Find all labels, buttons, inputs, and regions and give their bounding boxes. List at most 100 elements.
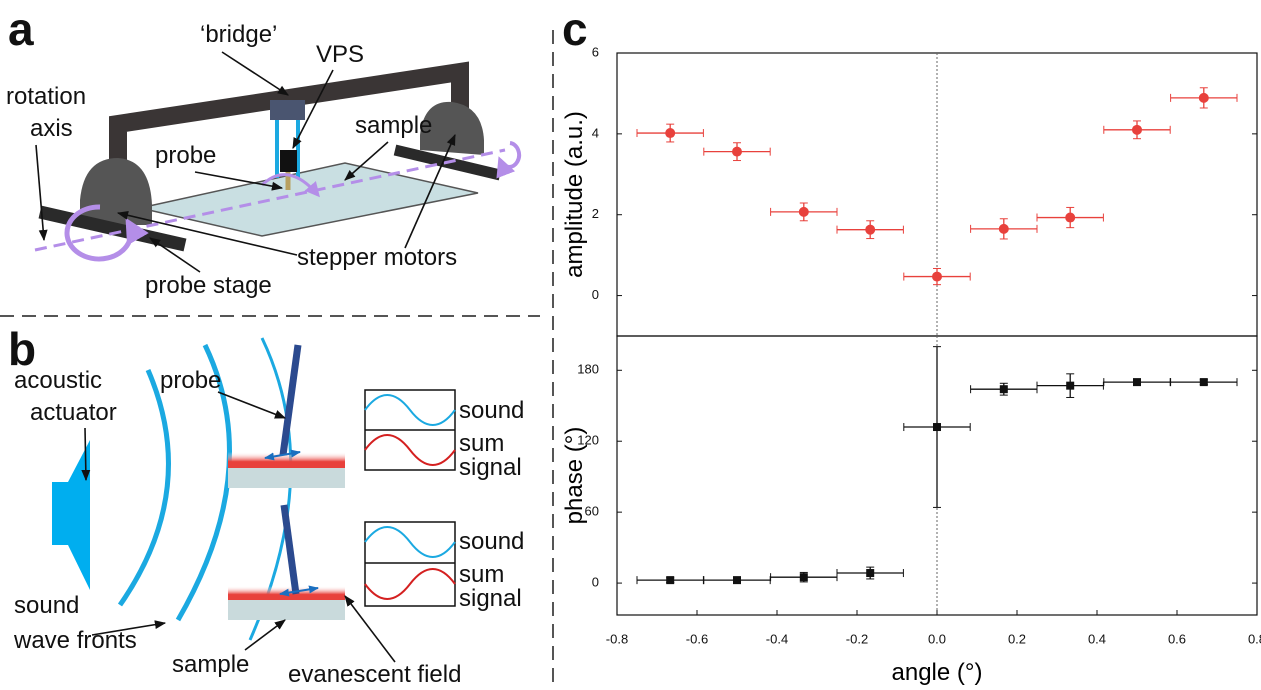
point [798,206,809,217]
x-tick-label: 0.8 [1248,631,1261,646]
pointer [292,69,334,149]
vps [280,150,297,172]
panel-c: 0 2 4 6 amplitude (a.u.) 0 60 120 180 -0.8 -0.6 -0.… [561,44,1261,686]
y-tick-label: 0 [592,287,599,302]
pointer [217,391,287,419]
y-axis-label: phase (°) [561,427,588,525]
pointer [116,210,298,256]
label: sample [355,112,432,139]
point [1066,381,1075,390]
point [666,576,675,585]
pointer [81,427,91,482]
signal-box [364,521,456,607]
label: sound [459,528,524,555]
label: signal [459,585,522,612]
panel-letter: c [562,3,588,55]
sample [228,600,345,620]
label: actuator [30,399,117,426]
label: rotation [6,83,86,110]
point [665,128,676,139]
pointer [404,133,456,249]
label: probe [155,142,216,169]
x-tick-label: 0.2 [1008,631,1026,646]
actuator [68,440,90,590]
probe [280,504,300,595]
y-tick-label: 2 [592,206,599,221]
pointer [221,51,289,96]
pointer [149,237,201,273]
sum-wave [364,568,456,600]
point [933,423,941,432]
point [932,271,942,282]
label: probe stage [145,272,272,299]
label: stepper motors [297,244,457,271]
x-tick-label: 0.0 [928,631,946,646]
rotation-arrow [496,141,522,179]
point [998,223,1009,234]
x-tick-label: -0.8 [606,631,628,646]
pointer [344,595,396,663]
pointer [194,171,284,191]
y-tick-label: 6 [592,44,599,59]
rotation-arrow [64,204,149,262]
oscillation [279,585,319,597]
label: sum [459,430,504,457]
point [1198,92,1209,103]
pointer [244,619,286,651]
point [1199,378,1208,387]
pointer [35,144,48,242]
bridge [109,61,469,172]
point [999,385,1008,394]
label: axis [30,115,73,142]
sound-wave [364,394,456,426]
point [865,224,876,235]
y-tick-label: 180 [577,362,599,377]
point [733,576,741,585]
label: probe [160,367,221,394]
label: signal [459,454,522,481]
x-tick-label: -0.2 [846,631,868,646]
rotation-axis [34,148,506,252]
wave-front [117,369,171,607]
y-axis-label: amplitude (a.u.) [561,111,588,278]
vps-holder [270,100,305,120]
panel-a: a ‘bridge’ VPS rotation axis probe sampl… [6,3,522,299]
x-tick-label: -0.4 [766,631,788,646]
motor [80,158,152,225]
point [799,573,808,582]
panel-letter: b [8,323,36,375]
point [866,569,875,578]
point [1132,124,1142,135]
point [1065,212,1076,223]
rotation-arrow [260,173,320,198]
x-tick-label: -0.6 [686,631,708,646]
x-tick-label: 0.4 [1088,631,1106,646]
probe [279,344,302,456]
label: sound [14,592,79,619]
motor [420,101,484,155]
panel-letter: a [8,3,34,55]
label: evanescent field [288,661,461,688]
sound-wave [364,526,456,558]
label: sum [459,561,504,588]
label: acoustic [14,367,102,394]
y-tick-label: 4 [592,125,599,140]
pointer [344,141,389,181]
pointer [91,620,167,636]
x-tick-label: 0.6 [1168,631,1186,646]
sum-wave [364,434,456,466]
point [1133,378,1141,387]
label: ‘bridge’ [200,21,277,48]
x-axis-label: angle (°) [892,659,983,686]
y-tick-label: 0 [592,575,599,590]
y-tick-label: 120 [577,433,599,448]
panel-b: b acoustic actuator probe sound sum sign… [8,323,524,688]
label: sample [172,651,249,678]
label: VPS [316,41,364,68]
y-tick-label: 60 [585,504,599,519]
point [732,146,742,157]
label: sound [459,397,524,424]
actuator [52,482,70,545]
oscillation [264,449,301,461]
